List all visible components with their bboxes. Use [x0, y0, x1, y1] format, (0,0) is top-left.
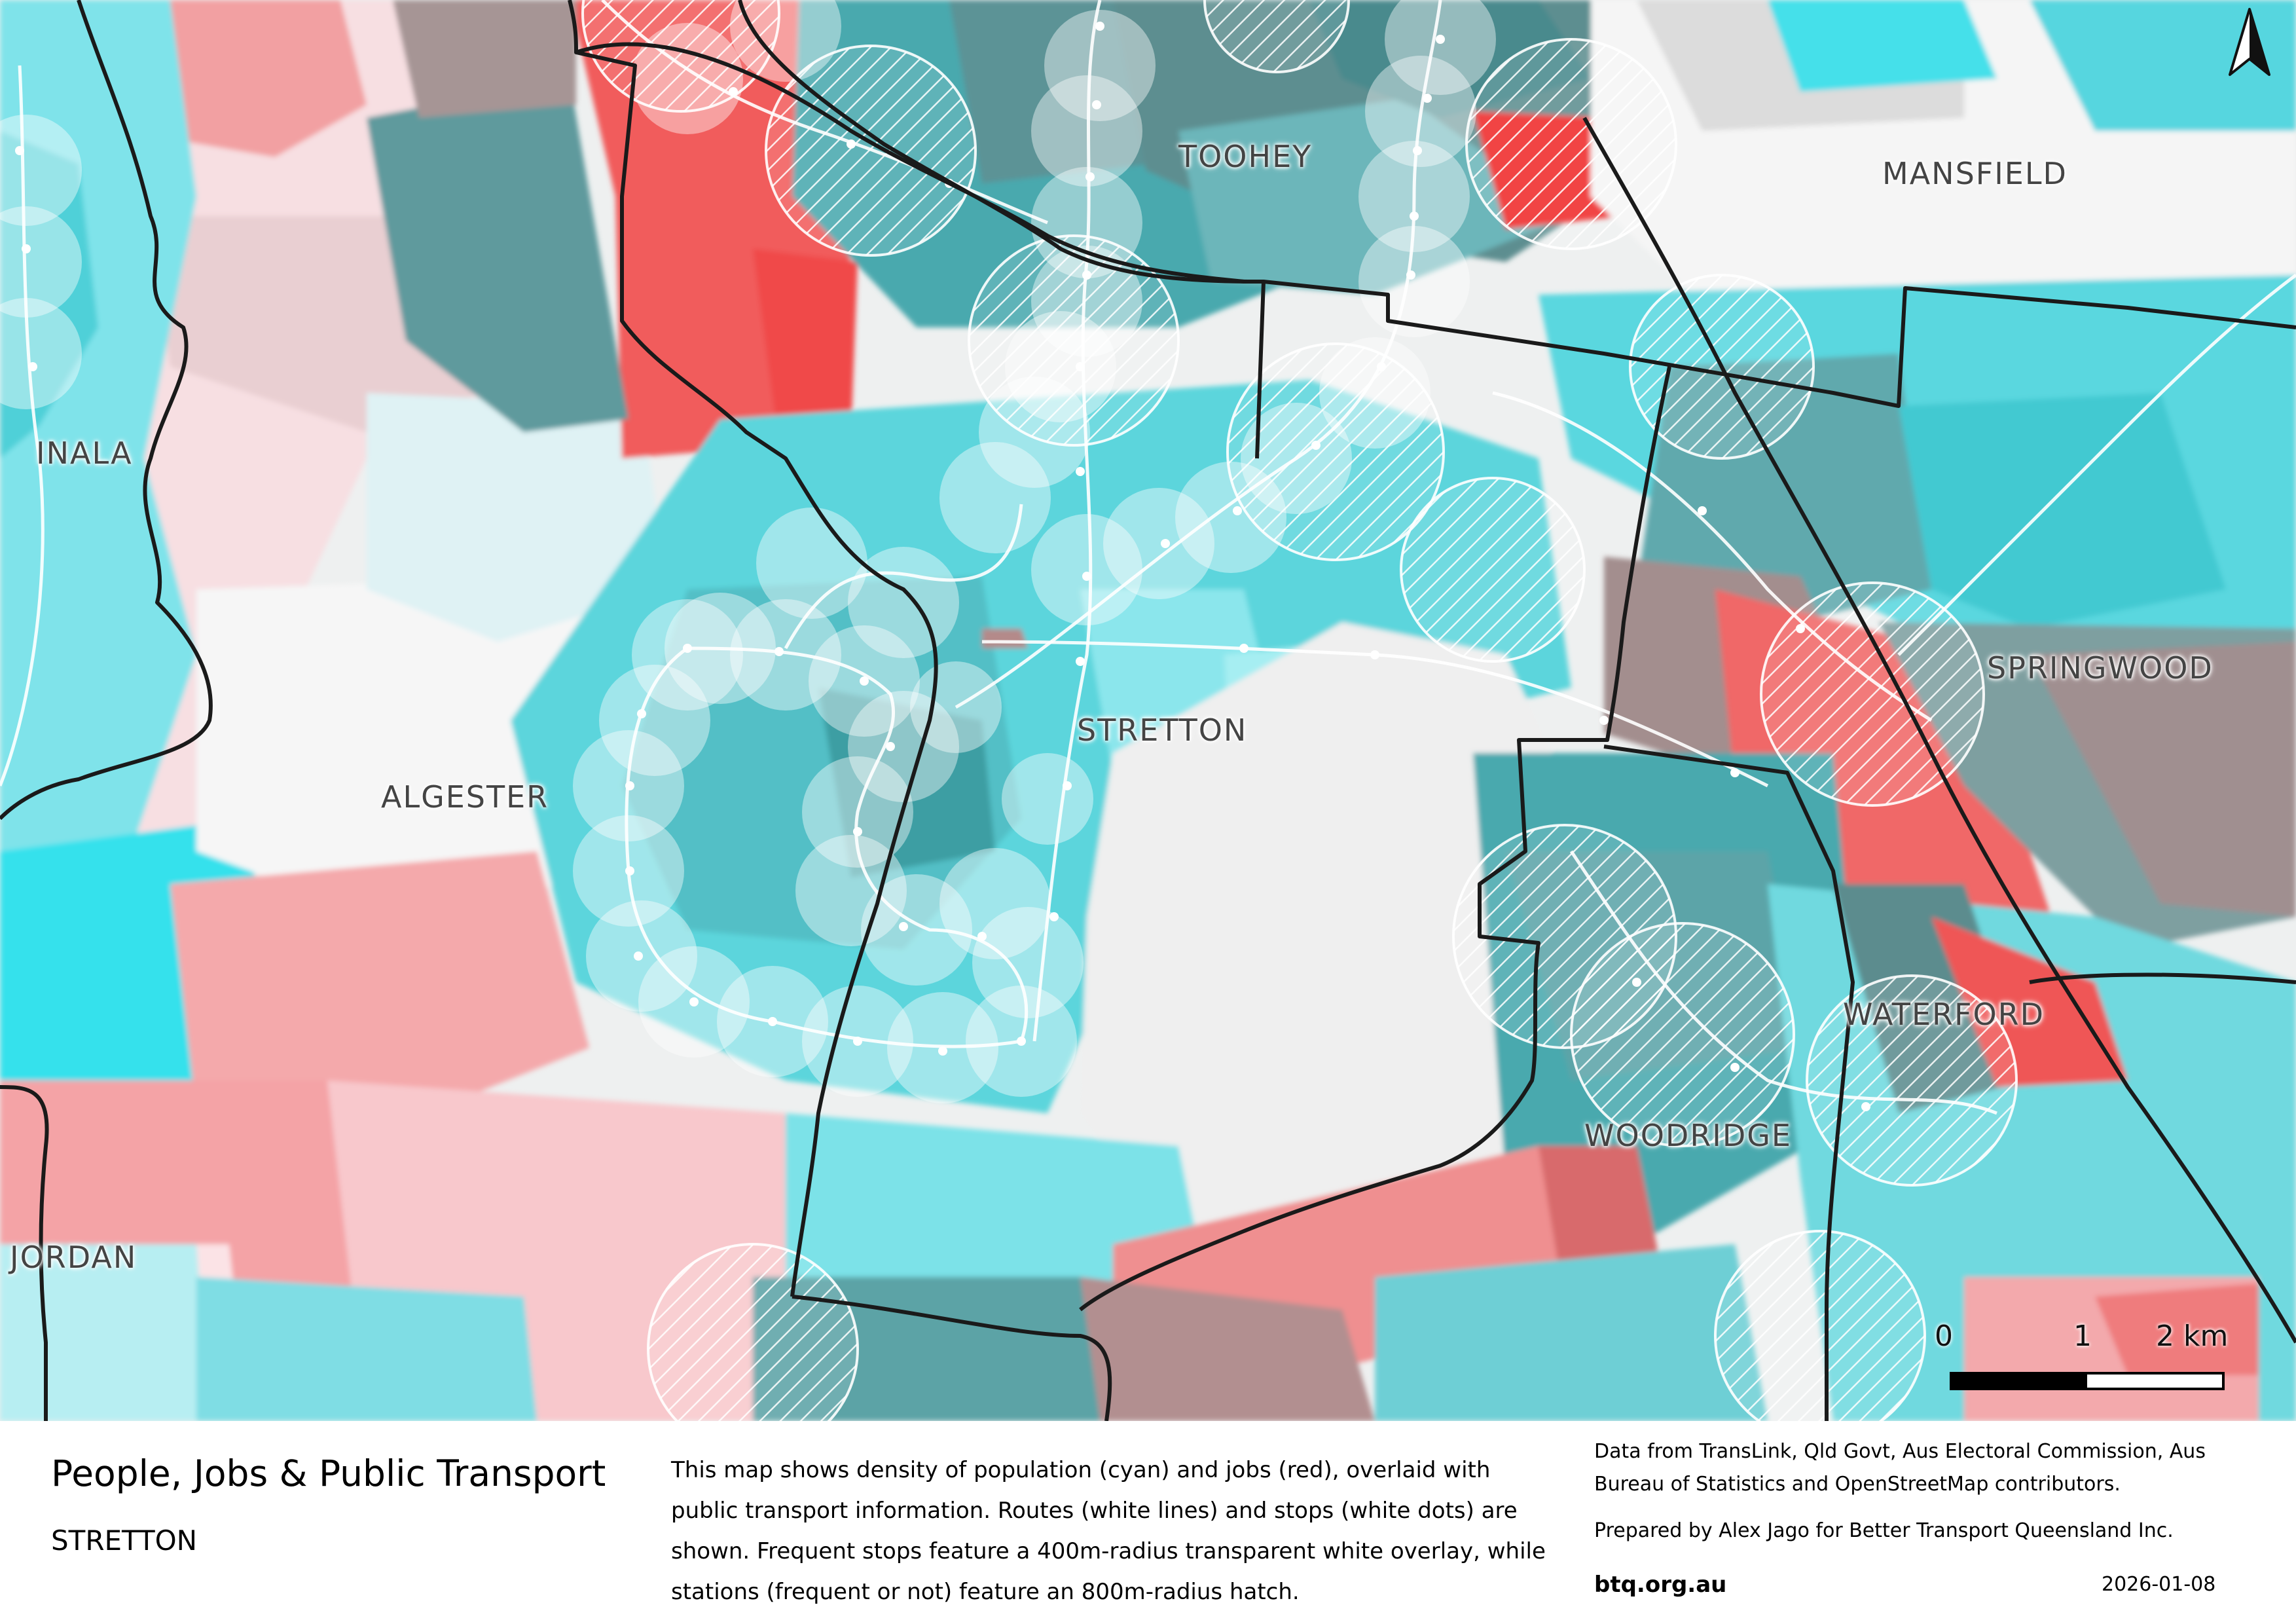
map-date: 2026-01-08 — [2102, 1573, 2216, 1596]
scale-label-0: 0 — [1935, 1320, 1953, 1353]
scale-label-2km: 2 km — [2156, 1320, 2229, 1353]
suburb-label-mansfield: MANSFIELD — [1882, 156, 2068, 191]
transit-stops — [15, 22, 1870, 1111]
suburb-label-stretton: STRETTON — [1077, 712, 1248, 748]
suburb-label-woodridge: WOODRIDGE — [1584, 1118, 1792, 1153]
data-credits: Data from TransLink, Qld Govt, Aus Elect… — [1594, 1440, 2206, 1496]
map-area[interactable]: TOOHEY MANSFIELD INALA SPRINGWOOD STRETT… — [0, 0, 2296, 1421]
north-arrow-icon — [2226, 7, 2273, 79]
map-description: This map shows density of population (cy… — [671, 1457, 1546, 1605]
suburb-label-waterford: WATERFORD — [1843, 997, 2045, 1032]
map-title: People, Jobs & Public Transport — [51, 1452, 606, 1494]
suburb-label-algester: ALGESTER — [381, 779, 549, 815]
website-link[interactable]: btq.org.au — [1594, 1572, 1727, 1598]
scale-label-1: 1 — [2073, 1320, 2092, 1353]
density-layer — [0, 0, 2296, 1421]
suburb-label-springwood: SPRINGWOOD — [1987, 650, 2214, 686]
suburb-label-inala: INALA — [36, 435, 133, 471]
legend-panel: People, Jobs & Public Transport STRETTON… — [0, 1421, 2296, 1624]
scale-bar: 0 1 2 km — [1935, 1320, 2229, 1405]
electoral-boundaries — [0, 0, 2296, 1421]
suburb-label-toohey: TOOHEY — [1178, 139, 1313, 174]
map-subtitle: STRETTON — [51, 1524, 198, 1557]
prepared-by: Prepared by Alex Jago for Better Transpo… — [1594, 1519, 2174, 1542]
map-canvas — [0, 0, 2296, 1421]
station-hatches — [581, 0, 2018, 1421]
suburb-label-jordan: JORDAN — [10, 1240, 137, 1275]
scale-bar-graphic — [1950, 1372, 2225, 1390]
